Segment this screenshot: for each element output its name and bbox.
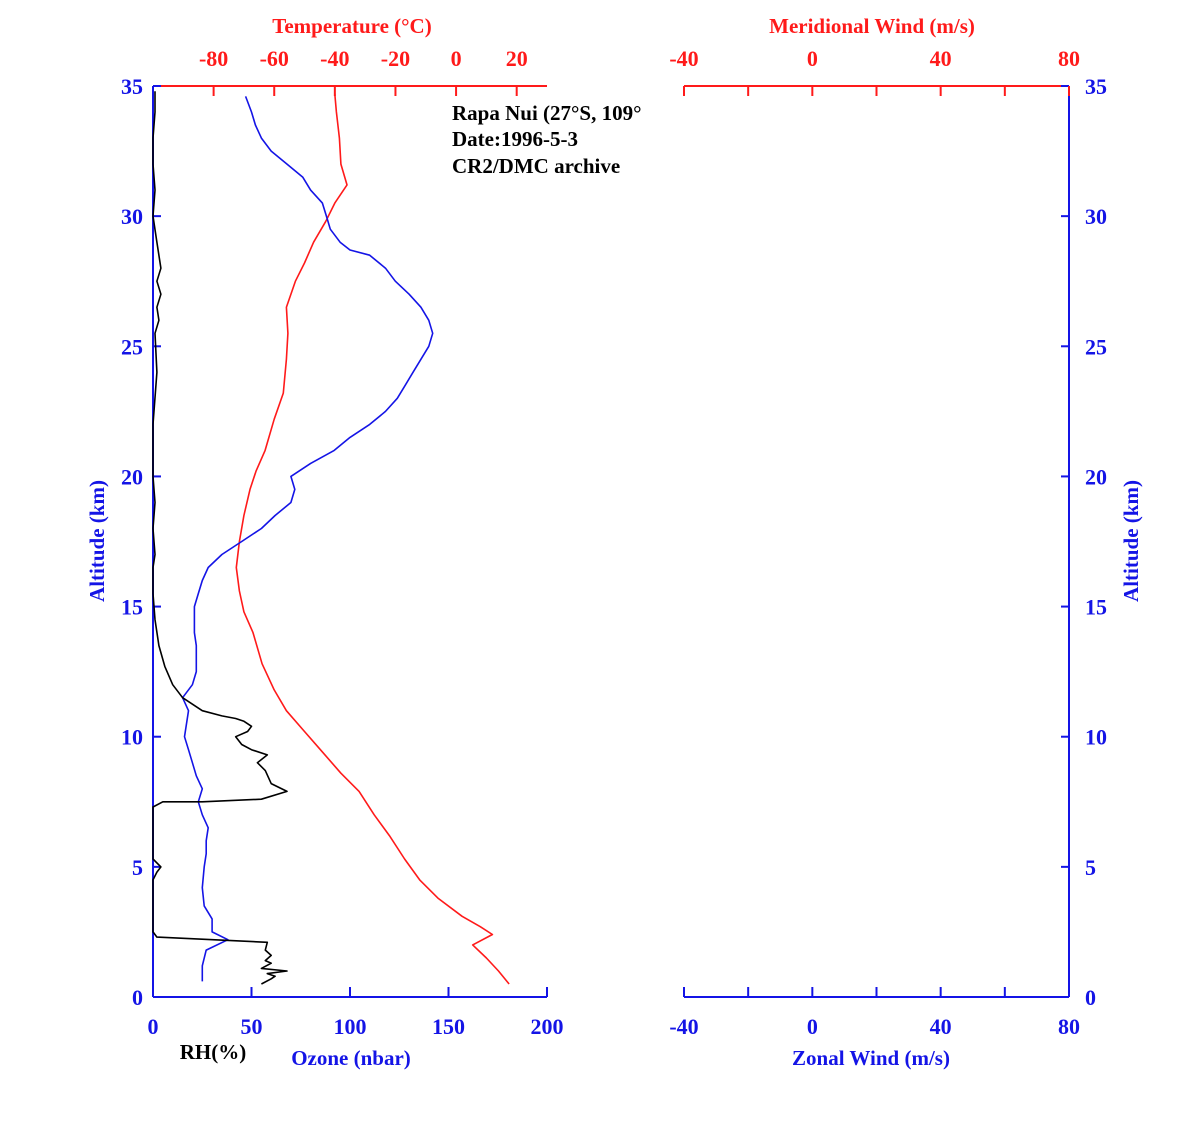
right-altitude-tick-label: 5 bbox=[1085, 855, 1096, 880]
profile-series bbox=[152, 91, 510, 985]
temperature-tick-label: -20 bbox=[381, 46, 410, 71]
right-altitude-tick-label: 35 bbox=[1085, 74, 1107, 99]
right-altitude-tick-label: 25 bbox=[1085, 334, 1107, 359]
left-altitude-tick-label: 35 bbox=[121, 74, 143, 99]
meridional-wind-tick-label: 80 bbox=[1058, 46, 1080, 71]
left-altitude-tick-label: 20 bbox=[121, 464, 143, 489]
ozone-tick-label: 100 bbox=[334, 1014, 367, 1039]
meridional-wind-axis-title: Meridional Wind (m/s) bbox=[769, 14, 975, 38]
ozone-axis-title: Ozone (nbar) bbox=[291, 1046, 411, 1070]
ozone-tick-label: 150 bbox=[432, 1014, 465, 1039]
annotation-source: CR2/DMC archive bbox=[452, 154, 620, 178]
right-altitude-tick-label: 30 bbox=[1085, 204, 1107, 229]
rh-profile-line bbox=[152, 91, 288, 985]
left-altitude-ticks: 0 5 10 15 20 25 30 35 bbox=[121, 74, 161, 1010]
meridional-wind-tick-label: -40 bbox=[669, 46, 698, 71]
temperature-tick-label: 20 bbox=[506, 46, 528, 71]
ozone-profile-line bbox=[181, 96, 434, 982]
zonal-wind-tick-label: -40 bbox=[669, 1014, 698, 1039]
meridional-wind-tick-label: 40 bbox=[930, 46, 952, 71]
plot-annotation: Rapa Nui (27°S, 109° Date:1996-5-3 CR2/D… bbox=[452, 101, 642, 178]
left-altitude-tick-label: 25 bbox=[121, 334, 143, 359]
ozone-tick-label: 0 bbox=[148, 1014, 159, 1039]
zonal-wind-tick-label: 0 bbox=[807, 1014, 818, 1039]
ozone-tick-label: 50 bbox=[241, 1014, 263, 1039]
rh-axis-title: RH(%) bbox=[180, 1040, 247, 1064]
temperature-tick-label: 0 bbox=[451, 46, 462, 71]
left-altitude-tick-label: 5 bbox=[132, 855, 143, 880]
right-altitude-ticks: 0 5 10 15 20 25 30 35 bbox=[1061, 74, 1107, 1010]
annotation-date: Date:1996-5-3 bbox=[452, 127, 578, 151]
right-altitude-tick-label: 15 bbox=[1085, 595, 1107, 620]
left-altitude-tick-label: 15 bbox=[121, 595, 143, 620]
right-altitude-tick-label: 0 bbox=[1085, 985, 1096, 1010]
zonal-wind-ticks: -40 0 40 80 bbox=[669, 987, 1080, 1039]
left-altitude-axis-title: Altitude (km) bbox=[85, 480, 109, 602]
zonal-wind-tick-label: 80 bbox=[1058, 1014, 1080, 1039]
temperature-ticks: -80 -60 -40 -20 0 20 bbox=[199, 46, 528, 96]
zonal-wind-tick-label: 40 bbox=[930, 1014, 952, 1039]
ozone-ticks: 0 50 100 150 200 bbox=[148, 987, 564, 1039]
zonal-wind-axis-title: Zonal Wind (m/s) bbox=[792, 1046, 950, 1070]
temperature-profile-line bbox=[235, 93, 510, 985]
left-altitude-tick-label: 30 bbox=[121, 204, 143, 229]
ozone-tick-label: 200 bbox=[531, 1014, 564, 1039]
right-panel: 0 5 10 15 20 25 30 35 -40 0 40 80 -40 0 40 80 Meridio… bbox=[669, 14, 1143, 1070]
temperature-tick-label: -60 bbox=[260, 46, 289, 71]
annotation-station: Rapa Nui (27°S, 109° bbox=[452, 101, 642, 125]
temperature-axis-title: Temperature (°C) bbox=[272, 14, 431, 38]
left-altitude-tick-label: 10 bbox=[121, 725, 143, 750]
left-altitude-tick-label: 0 bbox=[132, 985, 143, 1010]
meridional-wind-ticks: -40 0 40 80 bbox=[669, 46, 1080, 96]
temperature-tick-label: -80 bbox=[199, 46, 228, 71]
temperature-tick-label: -40 bbox=[320, 46, 349, 71]
right-altitude-tick-label: 20 bbox=[1085, 464, 1107, 489]
right-altitude-tick-label: 10 bbox=[1085, 725, 1107, 750]
meridional-wind-tick-label: 0 bbox=[807, 46, 818, 71]
right-altitude-axis-title: Altitude (km) bbox=[1119, 480, 1143, 602]
